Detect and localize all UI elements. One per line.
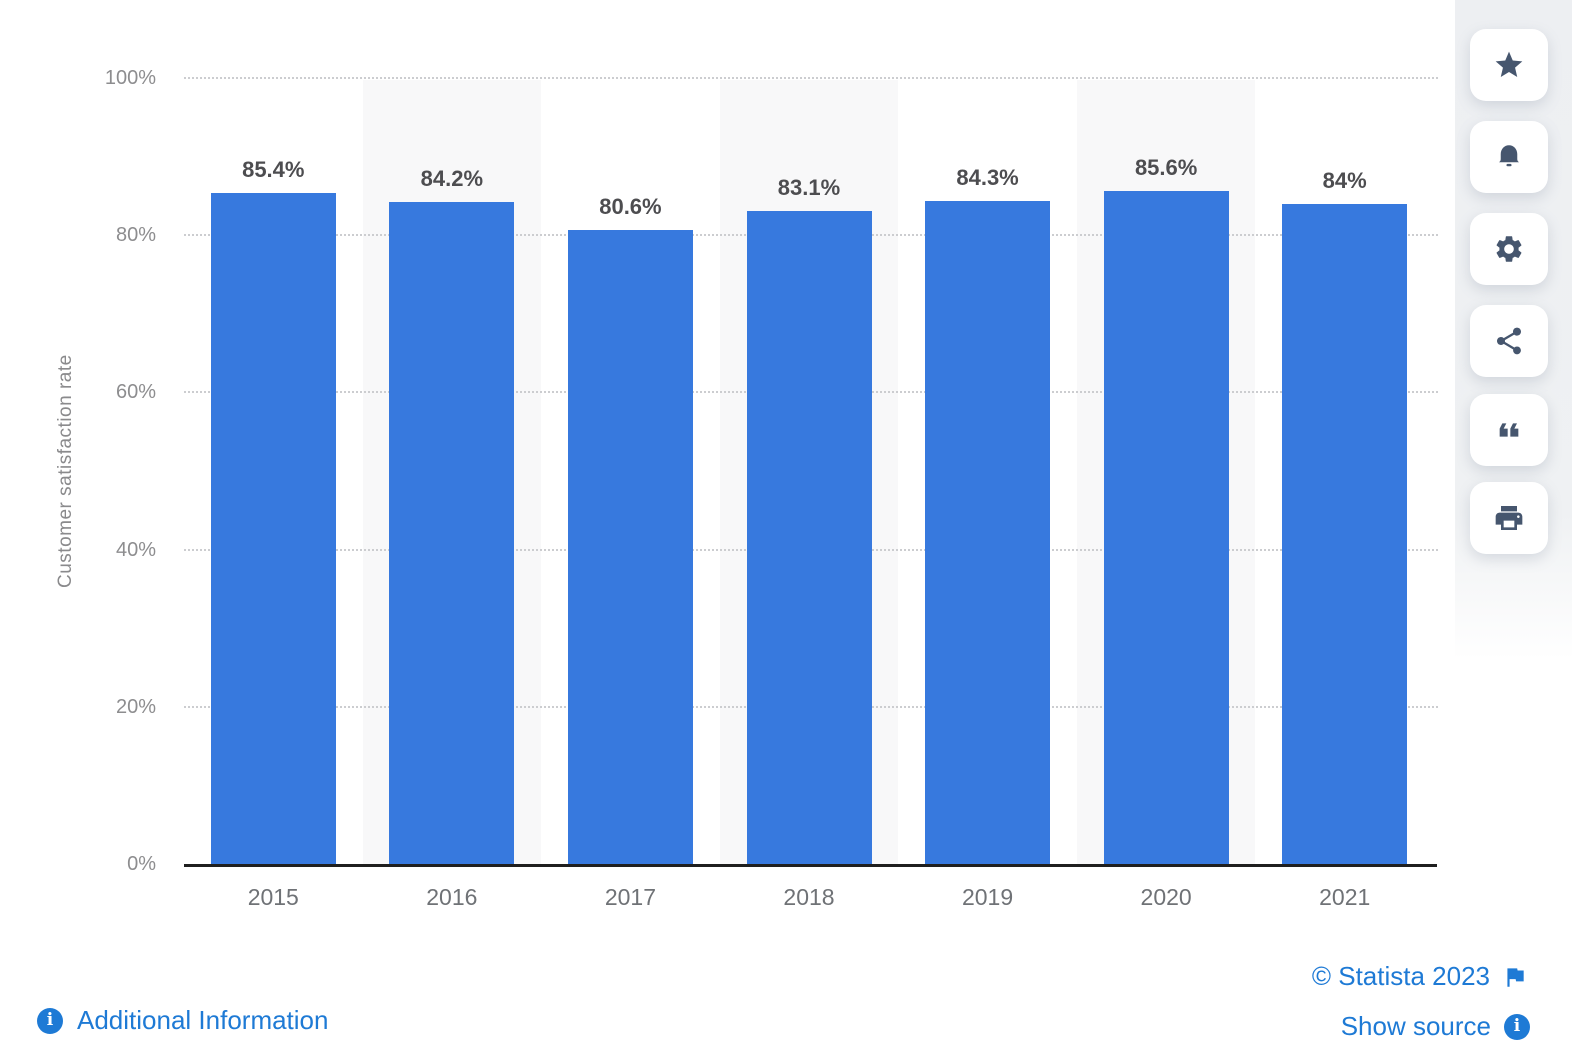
bar-2020[interactable] [1103, 191, 1229, 864]
statista-copyright: © Statista 2023 [1312, 961, 1528, 992]
gear-icon [1496, 236, 1522, 262]
settings-button[interactable] [1470, 213, 1548, 285]
copyright-label: © Statista 2023 [1311, 961, 1490, 991]
additional-information-link[interactable]: i Additional Information [37, 1005, 328, 1036]
bar-value-label: 84% [1322, 167, 1367, 193]
x-tick-label: 2018 [783, 884, 835, 910]
share-icon [1497, 327, 1521, 355]
y-tick-label: 80% [115, 224, 156, 247]
show-source-link[interactable]: Show source i [1341, 1011, 1530, 1042]
star-icon [1495, 51, 1523, 77]
bar-value-label: 83.1% [777, 174, 841, 200]
bar-2019[interactable] [925, 201, 1051, 864]
x-tick-label: 2015 [247, 884, 299, 910]
bar-2015[interactable] [210, 192, 336, 864]
bar-value-label: 84.2% [420, 166, 484, 192]
bar-value-label: 85.4% [242, 156, 305, 182]
flag-icon[interactable] [1502, 964, 1528, 990]
bell-icon [1499, 145, 1519, 167]
share-button[interactable] [1470, 305, 1548, 377]
info-icon[interactable]: i [37, 1007, 63, 1034]
bar-2018[interactable] [746, 210, 872, 864]
quote-icon [1499, 423, 1519, 437]
bar-2016[interactable] [389, 202, 515, 864]
show-source-label[interactable]: Show source [1340, 1011, 1491, 1041]
print-icon [1495, 506, 1523, 530]
bar-value-label: 80.6% [599, 194, 662, 220]
y-tick-label: 20% [115, 695, 156, 718]
info-icon[interactable]: i [1504, 1013, 1530, 1040]
x-tick-label: 2020 [1140, 884, 1192, 910]
print-button[interactable] [1470, 482, 1548, 554]
x-tick-label: 2021 [1319, 884, 1371, 910]
bar-value-label: 84.3% [956, 165, 1019, 191]
bar-2017[interactable] [567, 230, 693, 864]
cite-button[interactable] [1470, 394, 1548, 466]
x-tick-label: 2016 [426, 884, 478, 910]
y-axis-title: Customer satisfaction rate [55, 354, 76, 588]
y-tick-label: 60% [115, 381, 156, 404]
alert-button[interactable] [1470, 121, 1548, 193]
favorite-button[interactable] [1470, 29, 1548, 101]
x-axis-line [184, 864, 1437, 867]
x-tick-label: 2017 [604, 884, 656, 910]
bar-2021[interactable] [1282, 203, 1408, 864]
x-tick-label: 2019 [961, 884, 1014, 910]
y-tick-label: 100% [104, 67, 156, 89]
gridline [184, 77, 1438, 79]
y-tick-label: 0% [127, 853, 156, 875]
y-tick-label: 40% [115, 538, 156, 561]
additional-information-label[interactable]: Additional Information [77, 1005, 329, 1035]
bar-value-label: 85.6% [1134, 155, 1198, 181]
